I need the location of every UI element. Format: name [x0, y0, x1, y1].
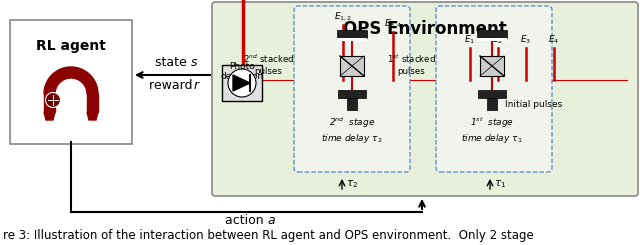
Bar	[480, 56, 504, 76]
Text: RL agent: RL agent	[36, 39, 106, 53]
Text: reward: reward	[148, 79, 196, 92]
Circle shape	[228, 69, 256, 97]
FancyBboxPatch shape	[10, 20, 132, 144]
Text: $E_{4}$: $E_{4}$	[548, 34, 559, 46]
Polygon shape	[87, 112, 98, 120]
Text: 2$^{nd}$ stacked
pulses: 2$^{nd}$ stacked pulses	[243, 53, 294, 76]
Text: $\tau_1$: $\tau_1$	[494, 178, 506, 190]
Text: $\tau_2$: $\tau_2$	[346, 178, 358, 190]
Bar	[338, 90, 366, 98]
Bar	[477, 38, 507, 41]
Bar	[340, 56, 364, 76]
Polygon shape	[44, 94, 55, 112]
Text: $E_{3,4}$: $E_{3,4}$	[384, 18, 403, 30]
Text: OPS Environment: OPS Environment	[343, 20, 507, 38]
Text: Initial pulses: Initial pulses	[506, 100, 563, 109]
Text: $E_{1}$: $E_{1}$	[465, 34, 476, 46]
Polygon shape	[233, 75, 250, 91]
Text: Photo
detection: Photo detection	[220, 62, 264, 81]
Bar	[337, 30, 367, 38]
Text: $E_{1,2}$: $E_{1,2}$	[334, 11, 352, 23]
Polygon shape	[87, 94, 98, 112]
Text: $a$: $a$	[267, 214, 276, 227]
Text: action: action	[225, 214, 268, 227]
Text: 1$^{st}$  stage
time delay $\tau_1$: 1$^{st}$ stage time delay $\tau_1$	[461, 116, 523, 145]
Circle shape	[45, 93, 61, 108]
Bar	[222, 65, 262, 101]
Polygon shape	[44, 67, 98, 94]
Bar	[478, 90, 506, 98]
Text: $E_{2}$: $E_{2}$	[492, 34, 504, 46]
Text: state: state	[155, 56, 190, 69]
Text: $r$: $r$	[193, 79, 200, 92]
Text: 2$^{nd}$  stage
time delay $\tau_2$: 2$^{nd}$ stage time delay $\tau_2$	[321, 116, 383, 145]
Bar	[477, 30, 507, 38]
FancyBboxPatch shape	[212, 2, 638, 196]
Text: $s$: $s$	[190, 56, 198, 69]
Text: re 3: Illustration of the interaction between RL agent and OPS environment.  Onl: re 3: Illustration of the interaction be…	[3, 229, 534, 242]
Text: 1$^{st}$ stacked
pulses: 1$^{st}$ stacked pulses	[387, 53, 436, 76]
Polygon shape	[44, 112, 55, 120]
Bar	[487, 98, 497, 110]
Text: $E_{3}$: $E_{3}$	[520, 34, 532, 46]
Bar	[337, 38, 367, 41]
FancyBboxPatch shape	[294, 6, 410, 172]
FancyBboxPatch shape	[436, 6, 552, 172]
Bar	[347, 98, 357, 110]
